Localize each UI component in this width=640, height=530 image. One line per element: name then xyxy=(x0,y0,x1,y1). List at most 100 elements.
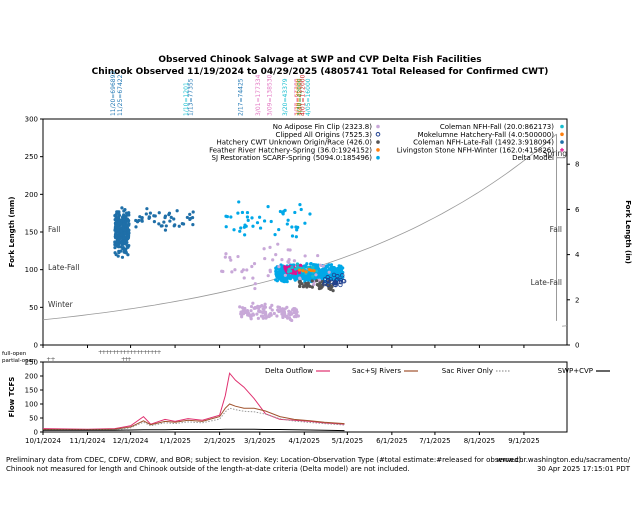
data-point xyxy=(292,306,296,311)
data-point xyxy=(239,310,243,314)
data-point xyxy=(319,285,324,289)
flow-y-tick-label: 150 xyxy=(25,387,38,395)
data-point xyxy=(330,271,334,275)
data-point xyxy=(295,262,300,266)
x-tick-label: 1/1/2025 xyxy=(159,437,190,445)
data-point xyxy=(233,268,237,272)
cwt-release-label: 3/29=36000 xyxy=(295,78,302,116)
data-point xyxy=(167,211,172,215)
cwt-release-label: 1/13=77355 xyxy=(187,78,194,116)
cwt-release-label: 11/20=696892 xyxy=(110,71,117,116)
chart-subtitle: Chinook Observed 11/19/2024 to 04/29/202… xyxy=(91,67,549,77)
data-point xyxy=(116,254,120,258)
data-point xyxy=(263,256,267,261)
data-point xyxy=(140,215,144,220)
data-point xyxy=(263,302,267,306)
y-tick-label: 0 xyxy=(34,342,38,350)
data-point xyxy=(303,221,307,225)
data-point xyxy=(113,246,117,250)
footer-left-2: Chinook not measured for length and Chin… xyxy=(6,465,410,473)
data-point xyxy=(278,276,282,280)
data-point xyxy=(122,213,126,217)
data-point xyxy=(177,224,181,228)
footer-left-1: Preliminary data from CDEC, CDFW, CDRW, … xyxy=(6,456,524,464)
data-point xyxy=(311,274,315,278)
data-point xyxy=(249,304,254,309)
data-point xyxy=(318,263,323,267)
y2-axis-label: Fork Length (in) xyxy=(624,200,632,264)
data-point xyxy=(297,280,301,284)
data-point xyxy=(310,279,314,283)
x-tick-label: 6/1/2025 xyxy=(376,437,407,445)
data-point xyxy=(290,225,294,229)
gate-partial-open-mark: + xyxy=(121,356,126,363)
gate-partial-open-mark: + xyxy=(51,356,56,363)
flow-legend-label: SWP+CVP xyxy=(558,367,593,375)
data-point xyxy=(314,265,318,269)
data-point xyxy=(238,305,242,309)
y-tick-label: 100 xyxy=(25,266,38,274)
data-point xyxy=(123,227,128,232)
data-point xyxy=(288,313,292,317)
data-point xyxy=(191,210,195,214)
legend-right-marker xyxy=(560,140,564,144)
data-point xyxy=(126,219,130,223)
data-point xyxy=(333,279,338,285)
legend-right-label: Coleman NFH-Late-Fall (1492.3:918094) xyxy=(413,139,554,147)
data-point xyxy=(134,225,138,229)
cwt-release-label: 2/17=74425 xyxy=(238,78,245,116)
data-point xyxy=(152,219,157,224)
data-point xyxy=(240,315,244,319)
data-point xyxy=(280,258,284,262)
data-point xyxy=(120,241,124,245)
gate-full-open-mark: + xyxy=(122,349,127,356)
data-point xyxy=(228,255,232,260)
data-point xyxy=(261,314,265,318)
data-point xyxy=(251,276,255,280)
data-point xyxy=(307,277,311,281)
data-point xyxy=(318,281,322,285)
data-point xyxy=(298,284,302,288)
region-label: Fall xyxy=(550,225,562,234)
data-point xyxy=(325,277,331,283)
data-point xyxy=(123,231,127,235)
data-point xyxy=(185,215,189,220)
data-point xyxy=(290,265,294,270)
gate-full-open-mark: + xyxy=(125,349,130,356)
chart-title: Observed Chinook Salvage at SWP and CVP … xyxy=(158,55,482,65)
data-point xyxy=(134,218,138,223)
data-point xyxy=(160,224,164,228)
data-point xyxy=(242,276,246,280)
data-point xyxy=(285,305,289,310)
data-point xyxy=(229,258,233,262)
data-point xyxy=(286,260,290,264)
data-point xyxy=(268,245,272,249)
cwt-release-label: 4/05=16000 xyxy=(305,78,312,116)
data-point xyxy=(280,312,284,316)
data-point xyxy=(122,209,126,213)
data-point xyxy=(295,228,299,232)
data-point xyxy=(304,275,308,280)
data-point xyxy=(293,277,297,281)
fork-length-plot-group xyxy=(43,133,567,327)
data-point xyxy=(251,224,255,228)
data-point xyxy=(280,211,285,215)
data-point xyxy=(164,224,168,228)
data-point xyxy=(288,277,293,281)
data-point xyxy=(126,236,130,240)
data-point xyxy=(113,251,117,255)
data-point xyxy=(224,214,228,218)
data-point xyxy=(286,248,290,252)
data-point xyxy=(120,206,124,210)
data-point xyxy=(138,215,142,219)
legend-left-marker xyxy=(376,155,380,160)
data-point xyxy=(277,305,282,309)
cwt-release-label: 11/25=67422 xyxy=(117,74,124,116)
data-point xyxy=(320,267,325,272)
legend-left-label: SJ Restoration SCARF-Spring (5094.0:1854… xyxy=(212,154,373,162)
data-point xyxy=(236,254,240,259)
data-point xyxy=(243,309,247,313)
data-point xyxy=(126,253,130,257)
data-point xyxy=(163,228,168,232)
flow-y-tick-label: 50 xyxy=(29,415,38,423)
